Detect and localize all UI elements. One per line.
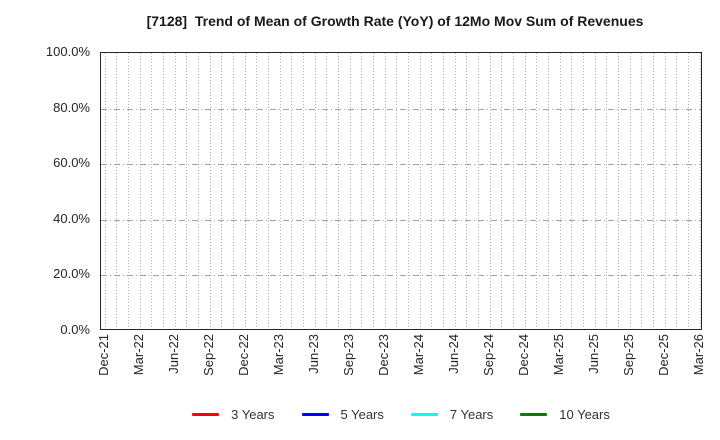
vertical-gridline [559, 53, 561, 329]
legend: 3 Years 5 Years 7 Years 10 Years [100, 407, 702, 422]
x-tick-label: Sep-23 [340, 334, 356, 376]
vertical-gridline [699, 53, 701, 329]
legend-label: 5 Years [340, 407, 384, 422]
x-tick-label: Dec-25 [655, 334, 671, 376]
vertical-gridline [454, 53, 456, 329]
x-tick-label: Mar-23 [270, 334, 286, 376]
vertical-gridline [162, 53, 164, 329]
y-tick-label: 60.0% [53, 155, 90, 171]
x-tick-label: Dec-21 [95, 334, 111, 376]
x-tick-label: Sep-22 [200, 334, 216, 376]
vertical-gridline [279, 53, 281, 329]
vertical-gridline [477, 53, 479, 329]
x-tick-label: Sep-24 [480, 334, 496, 376]
vertical-gridline [676, 53, 678, 329]
vertical-gridline [501, 53, 503, 329]
horizontal-gridline [101, 275, 701, 277]
x-tick-label: Jun-22 [165, 334, 181, 374]
horizontal-gridline [101, 108, 701, 110]
chart-title: [7128] Trend of Mean of Growth Rate (YoY… [146, 13, 644, 29]
vertical-gridline [442, 53, 444, 329]
y-tick-label: 40.0% [53, 210, 90, 226]
x-tick-label: Mar-24 [410, 334, 426, 376]
vertical-gridline [209, 53, 211, 329]
vertical-gridline [139, 53, 141, 329]
vertical-gridline [221, 53, 223, 329]
vertical-gridline [524, 53, 526, 329]
vertical-gridline [326, 53, 328, 329]
vertical-gridline [652, 53, 654, 329]
y-tick-label: 100.0% [45, 44, 90, 59]
x-tick-label: Mar-25 [550, 334, 566, 376]
vertical-gridline [582, 53, 584, 329]
x-tick-label: Mar-22 [130, 334, 146, 376]
legend-line-swatch [301, 413, 329, 416]
x-tick-label: Jun-25 [585, 334, 601, 374]
vertical-gridline [314, 53, 316, 329]
vertical-gridline [571, 53, 573, 329]
y-tick-label: 20.0% [53, 266, 90, 282]
horizontal-gridline [101, 164, 701, 166]
vertical-gridline [151, 53, 153, 329]
vertical-gridline [641, 53, 643, 329]
vertical-gridline [372, 53, 374, 329]
legend-item: 3 Years [192, 407, 275, 422]
vertical-gridline [361, 53, 363, 329]
vertical-gridline [431, 53, 433, 329]
vertical-gridline [384, 53, 386, 329]
vertical-gridline [244, 53, 246, 329]
horizontal-gridline [101, 219, 701, 221]
x-tick-label: Mar-26 [690, 334, 706, 376]
x-tick-label: Jun-23 [305, 334, 321, 374]
vertical-gridline [232, 53, 234, 329]
legend-label: 7 Years [449, 407, 494, 422]
vertical-gridline [197, 53, 199, 329]
vertical-gridline [337, 53, 339, 329]
vertical-gridline [267, 53, 269, 329]
vertical-gridline [664, 53, 666, 329]
vertical-gridline [419, 53, 421, 329]
vertical-gridline [186, 53, 188, 329]
vertical-gridline [104, 53, 106, 329]
legend-item: 10 Years [520, 407, 610, 422]
vertical-gridline [407, 53, 409, 329]
vertical-gridline [629, 53, 631, 329]
legend-line-swatch [520, 413, 548, 416]
x-tick-label: Sep-25 [620, 334, 636, 376]
legend-line-swatch [410, 413, 438, 416]
vertical-gridline [466, 53, 468, 329]
vertical-gridline [127, 53, 129, 329]
vertical-gridline [256, 53, 258, 329]
vertical-gridline [536, 53, 538, 329]
legend-item: 7 Years [410, 407, 494, 422]
x-tick-label: Dec-22 [235, 334, 251, 376]
x-tick-label: Dec-23 [375, 334, 391, 376]
legend-line-swatch [192, 413, 220, 416]
vertical-gridline [349, 53, 351, 329]
vertical-gridline [617, 53, 619, 329]
vertical-gridline [547, 53, 549, 329]
vertical-gridline [489, 53, 491, 329]
vertical-gridline [291, 53, 293, 329]
y-tick-label: 80.0% [53, 99, 90, 115]
legend-label: 10 Years [559, 407, 610, 422]
plot-area [100, 52, 702, 330]
vertical-gridline [396, 53, 398, 329]
vertical-gridline [606, 53, 608, 329]
vertical-gridline [512, 53, 514, 329]
legend-label: 3 Years [231, 407, 275, 422]
vertical-gridline [116, 53, 118, 329]
vertical-gridline [594, 53, 596, 329]
y-tick-label: 0.0% [60, 322, 90, 337]
x-tick-label: Dec-24 [515, 334, 531, 376]
vertical-gridline [174, 53, 176, 329]
legend-item: 5 Years [301, 407, 384, 422]
vertical-gridline [302, 53, 304, 329]
x-tick-label: Jun-24 [445, 334, 461, 374]
vertical-gridline [687, 53, 689, 329]
